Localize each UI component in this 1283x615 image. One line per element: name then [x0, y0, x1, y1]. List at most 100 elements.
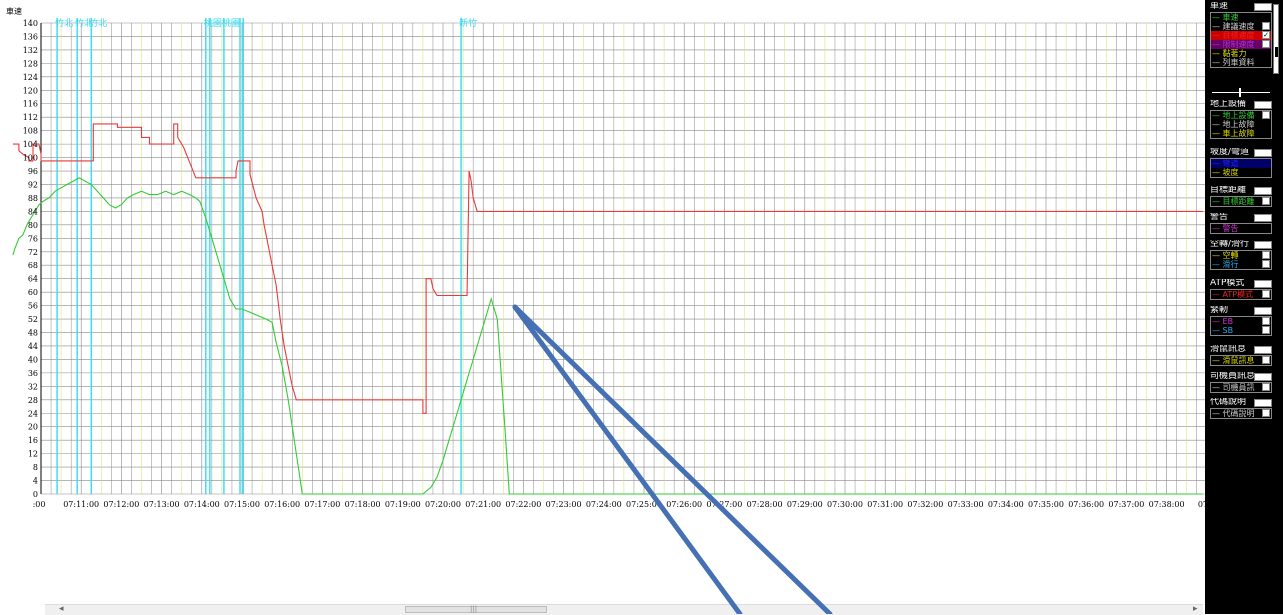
series-line-target-speed: [12, 123, 1203, 414]
legend-checkbox[interactable]: [1262, 22, 1270, 30]
legend-item[interactable]: — 車速: [1212, 13, 1239, 22]
legend-item[interactable]: — 司機員訊: [1211, 383, 1271, 392]
legend-item[interactable]: — 建議速度: [1211, 22, 1271, 31]
legend-checkbox[interactable]: [1262, 197, 1270, 205]
group-toggle-box[interactable]: [1254, 307, 1272, 315]
x-tick-label: 07:33:00: [948, 500, 984, 509]
scroll-right-icon[interactable]: ▸: [1193, 604, 1198, 614]
group-toggle-box[interactable]: [1254, 241, 1272, 249]
y-tick-label: 64: [28, 275, 38, 284]
legend-item[interactable]: — 列車資料: [1212, 58, 1255, 67]
legend-item[interactable]: — 代碼說明: [1211, 409, 1271, 418]
legend-checkbox[interactable]: [1262, 383, 1270, 391]
legend-group: 司機員訊息 — 司機員訊: [1210, 372, 1272, 393]
y-tick-label: 124: [23, 73, 38, 82]
legend-group-title-text: 滑鼠訊息: [1210, 345, 1247, 354]
legend-item[interactable]: — 目標速度 ✓: [1211, 31, 1271, 40]
station-label: 竹北: [55, 17, 73, 29]
x-tick-label: 07:18:00: [345, 500, 381, 509]
horizontal-scrollbar[interactable]: ◂ ||| ▸: [45, 604, 1203, 615]
group-toggle-box[interactable]: [1254, 346, 1272, 354]
legend-group: 代碼說明 — 代碼說明: [1210, 398, 1272, 419]
x-tick-label: 07:11:00: [63, 500, 99, 509]
scroll-left-icon[interactable]: ◂: [59, 604, 64, 614]
y-tick-label: 52: [28, 315, 38, 324]
legend-group: 警告 — 警告: [1210, 213, 1272, 234]
legend-item[interactable]: — 地上設備: [1211, 111, 1271, 120]
legend-item[interactable]: — EB: [1211, 317, 1271, 326]
legend-item[interactable]: — 地上故障: [1212, 120, 1255, 129]
slider-knob[interactable]: [1239, 88, 1241, 97]
legend-items-box: — EB — SB: [1210, 316, 1272, 336]
y-tick-label: 112: [23, 113, 38, 122]
legend-group-title: ATP模式: [1210, 279, 1272, 289]
station-label: 新竹: [459, 17, 477, 29]
legend-item[interactable]: — 坡度: [1212, 168, 1239, 177]
x-tick-label: 07:28:00: [747, 500, 783, 509]
scrollbar-thumb[interactable]: |||: [405, 605, 547, 613]
grip-icon: |||: [470, 605, 478, 613]
legend-item[interactable]: — SB: [1211, 326, 1271, 335]
group-toggle-box[interactable]: [1254, 3, 1272, 11]
legend-group: 目標距離 — 目標距離: [1210, 186, 1272, 207]
legend-items-box: — 警告: [1210, 223, 1272, 234]
legend-item[interactable]: — 目標距離: [1211, 197, 1271, 206]
y-tick-label: 88: [28, 194, 38, 203]
legend-checkbox[interactable]: [1262, 356, 1270, 364]
group-toggle-box[interactable]: [1254, 280, 1272, 288]
legend-item[interactable]: — ATP模式: [1211, 290, 1271, 299]
legend-item[interactable]: — 黏著力: [1212, 49, 1247, 58]
legend-item[interactable]: — 滑行: [1211, 260, 1271, 269]
x-tick-label: 07:15:00: [224, 500, 260, 509]
series-line-speed: [12, 177, 1203, 495]
legend-checkbox[interactable]: [1262, 111, 1270, 119]
panel-scroll-thumb[interactable]: [1275, 47, 1278, 57]
legend-item[interactable]: — 彎道: [1211, 159, 1271, 168]
legend-checkbox[interactable]: [1262, 260, 1270, 268]
legend-items-box: — 車速 — 建議速度 — 目標速度 ✓ — 限制速度 — 黏著力 — 列車資料: [1210, 12, 1272, 68]
legend-item[interactable]: — 車上故障: [1212, 129, 1255, 138]
grid: [40, 22, 1205, 495]
x-tick-label: 07:14:00: [184, 500, 220, 509]
legend-item[interactable]: — 限制速度: [1211, 40, 1271, 49]
x-tick-label: 07:35:00: [1028, 500, 1064, 509]
x-tick-label: 07:27:00: [706, 500, 742, 509]
y-tick-label: 108: [23, 127, 38, 136]
x-tick-label: 07:16:00: [264, 500, 300, 509]
x-tick-label: 07:32:00: [907, 500, 943, 509]
legend-checkbox[interactable]: [1262, 40, 1270, 48]
x-tick-label: 07:38:00: [1149, 500, 1185, 509]
panel-slider[interactable]: [1212, 88, 1270, 97]
group-toggle-box[interactable]: [1254, 101, 1272, 109]
y-tick-label: 104: [23, 140, 38, 149]
y-tick-label: 136: [23, 32, 38, 41]
legend-checkbox[interactable]: [1262, 251, 1270, 259]
legend-group-title-text: 緊軔: [1210, 306, 1229, 315]
group-toggle-box[interactable]: [1254, 149, 1272, 157]
legend-checkbox[interactable]: ✓: [1262, 31, 1270, 39]
panel-scrollbar[interactable]: [1273, 4, 1279, 74]
y-tick-label: 32: [28, 382, 38, 391]
group-toggle-box[interactable]: [1254, 399, 1272, 407]
legend-checkbox[interactable]: [1262, 317, 1270, 325]
legend-item[interactable]: — 空轉: [1211, 251, 1271, 260]
y-tick-label: 44: [28, 342, 38, 351]
legend-checkbox[interactable]: [1262, 409, 1270, 417]
legend-item[interactable]: — 警告: [1212, 224, 1239, 233]
legend-group-title: 目標距離: [1210, 186, 1272, 196]
legend-checkbox[interactable]: [1262, 326, 1270, 334]
legend-group-title-text: 車速: [1210, 2, 1229, 11]
y-tick-label: 120: [23, 86, 38, 95]
group-toggle-box[interactable]: [1254, 373, 1272, 381]
legend-item[interactable]: — 滑鼠訊息: [1211, 356, 1271, 365]
x-tick-label: 07:37:00: [1108, 500, 1144, 509]
legend-group-title-text: ATP模式: [1210, 279, 1245, 288]
y-tick-label: 12: [28, 450, 38, 459]
legend-group-title-text: 代碼說明: [1210, 398, 1247, 407]
group-toggle-box[interactable]: [1254, 187, 1272, 195]
y-tick-label: 24: [28, 409, 38, 418]
group-toggle-box[interactable]: [1254, 214, 1272, 222]
legend-checkbox[interactable]: [1262, 290, 1270, 298]
legend-group-title-text: 司機員訊息: [1210, 372, 1256, 381]
y-tick-label: 80: [28, 221, 38, 230]
